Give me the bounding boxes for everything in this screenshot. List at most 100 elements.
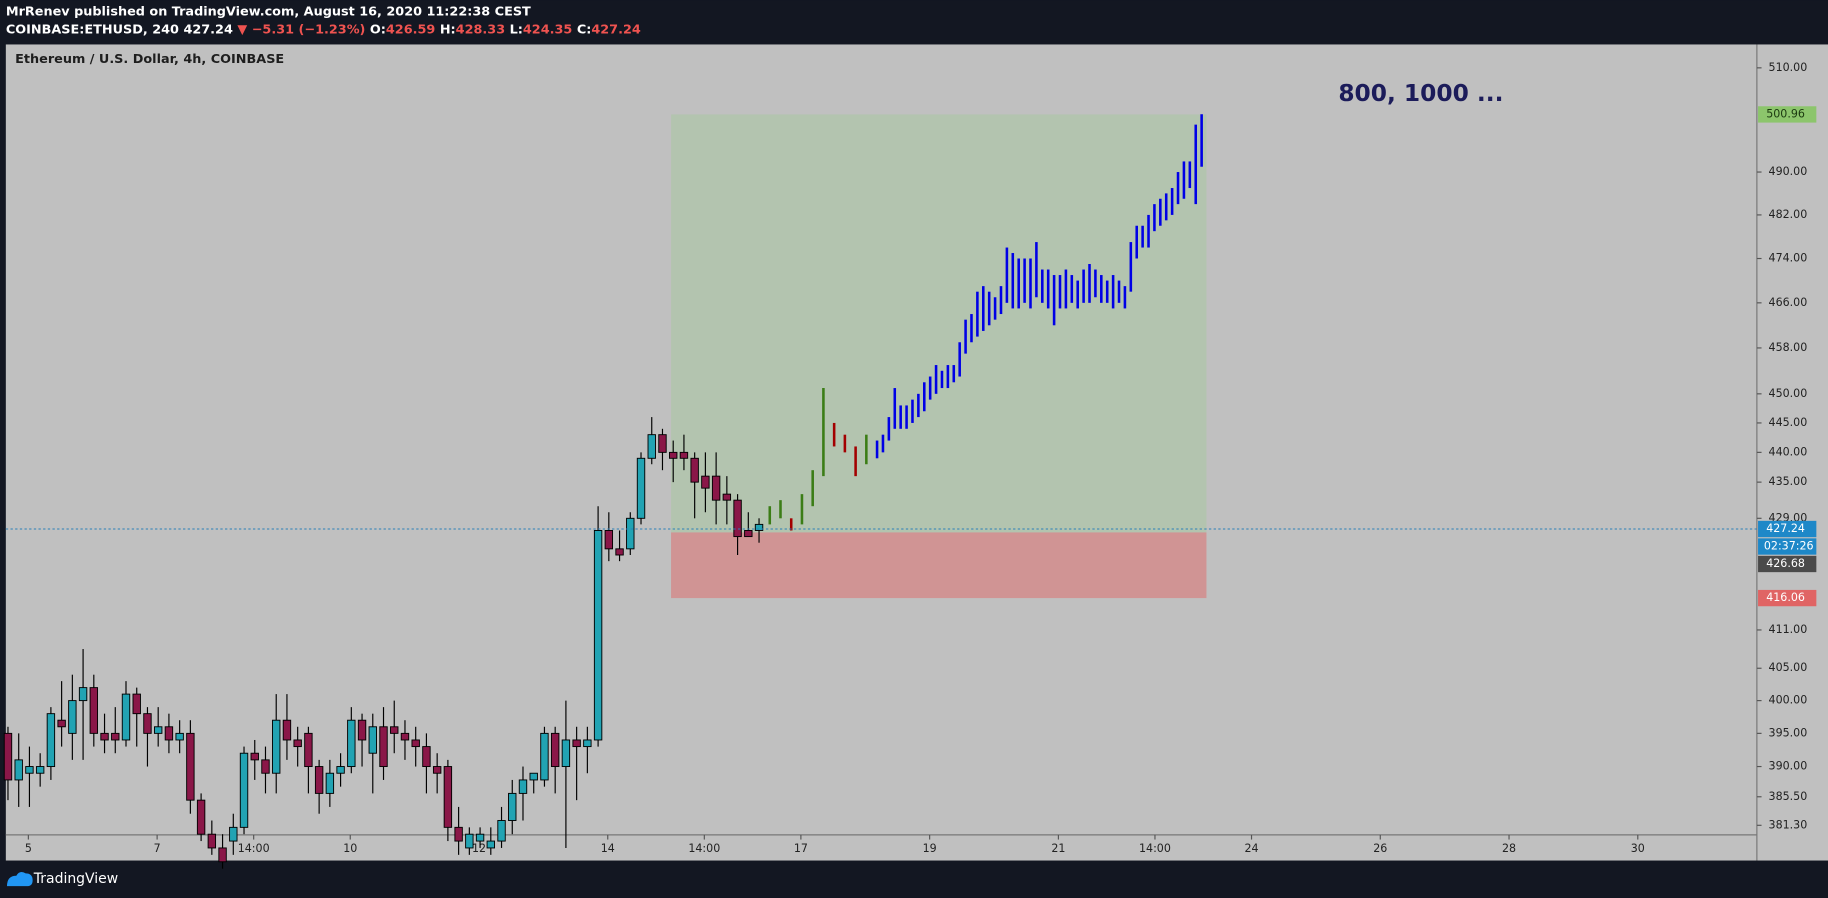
- candle-body: [626, 517, 635, 550]
- candle-body: [486, 840, 495, 849]
- candle-body: [540, 732, 549, 781]
- x-tick-label: 14:00: [1139, 842, 1171, 855]
- candle-body: [561, 739, 571, 768]
- logo: [6, 872, 33, 887]
- candle-body: [304, 732, 313, 768]
- candle-body: [465, 833, 474, 849]
- candle-body: [121, 693, 131, 741]
- candle-body: [400, 732, 410, 741]
- candle-body: [615, 548, 624, 556]
- candle-body: [239, 752, 249, 828]
- candle-body: [497, 820, 506, 842]
- y-tick-label: 390.00: [1769, 760, 1808, 773]
- countdown-bg: [1758, 538, 1817, 555]
- candle-body: [153, 726, 163, 734]
- candle-body: [669, 451, 678, 459]
- candle-body: [422, 746, 431, 768]
- candle-body: [443, 766, 453, 828]
- candle-body: [282, 719, 292, 741]
- h-label: H:: [440, 22, 456, 37]
- candle-body: [679, 451, 689, 459]
- o-label: O:: [370, 22, 386, 37]
- y-tick-label: 400.00: [1769, 694, 1808, 707]
- candle-body: [475, 833, 485, 842]
- candle-body: [186, 732, 195, 801]
- y-tick-label: 405.00: [1769, 661, 1808, 674]
- stop-label: 416.06: [1766, 591, 1805, 604]
- candle-body: [733, 499, 742, 538]
- candle-body: [89, 687, 99, 734]
- candle-body: [508, 792, 517, 821]
- y-tick-label: 435.00: [1769, 475, 1808, 488]
- candle-body: [529, 772, 538, 781]
- candle-body: [143, 713, 152, 734]
- y-tick-label: 381.30: [1769, 818, 1808, 831]
- target-label-bg: [1758, 106, 1817, 123]
- countdown: 02:37:26: [1764, 540, 1814, 553]
- candle-body: [593, 530, 603, 741]
- candle-body: [379, 726, 388, 768]
- y-tick-label: 445.00: [1769, 416, 1808, 429]
- target-zone: [671, 114, 1207, 533]
- candle-body: [3, 732, 13, 781]
- candle-body: [132, 693, 141, 715]
- candle-body: [111, 732, 120, 741]
- candle-body: [325, 772, 335, 794]
- c-value: 427.24: [591, 22, 641, 37]
- current-label-bg: [1758, 520, 1817, 538]
- arrow: ▼: [237, 22, 247, 37]
- candle-body: [25, 766, 34, 774]
- x-tick-label: 7: [154, 842, 161, 855]
- candle-body: [164, 726, 174, 741]
- candle-body: [550, 732, 560, 768]
- x-tick-label: 24: [1244, 842, 1258, 855]
- y-tick-label: 395.00: [1769, 726, 1808, 739]
- candle-body: [572, 739, 581, 748]
- candle-body: [701, 475, 710, 489]
- candle-body: [432, 766, 442, 774]
- candle-body: [744, 530, 753, 538]
- candle-body: [690, 457, 699, 483]
- x-tick-label: 17: [794, 842, 808, 855]
- l-value: 424.35: [523, 22, 573, 37]
- candle-body: [604, 530, 614, 550]
- x-tick-label: 12: [472, 842, 486, 855]
- x-tick-label: 5: [25, 842, 32, 855]
- y-tick-label: 466.00: [1769, 296, 1808, 309]
- stop-zone: [671, 532, 1207, 599]
- x-tick-label: 10: [343, 842, 357, 855]
- x-tick-label: 30: [1631, 842, 1645, 855]
- y-tick-label: 450.00: [1769, 387, 1808, 400]
- brand: TradingView: [33, 871, 118, 887]
- l-label: L:: [510, 22, 523, 37]
- entry-label-bg: [1758, 555, 1817, 573]
- candle-body: [390, 726, 399, 734]
- candle-body: [293, 739, 302, 748]
- target-label: 500.96: [1766, 107, 1805, 120]
- y-tick-label: 385.50: [1769, 790, 1808, 803]
- author-line: MrRenev published on TradingView.com, Au…: [6, 4, 531, 19]
- candle-body: [347, 719, 356, 768]
- candle-body: [207, 833, 217, 849]
- c-label: C:: [577, 22, 592, 37]
- change: −5.31 (−1.23%): [252, 22, 366, 37]
- candle-body: [272, 719, 281, 774]
- candle-body: [722, 493, 732, 501]
- x-tick-label: 21: [1051, 842, 1065, 855]
- current-label: 427.24: [1766, 522, 1805, 535]
- ticker-line: COINBASE:ETHUSD, 240 427.24 ▼ −5.31 (−1.…: [6, 22, 641, 37]
- candle-body: [518, 779, 528, 794]
- candle-body: [35, 766, 45, 774]
- x-tick-label: 28: [1502, 842, 1516, 855]
- entry-label: 426.68: [1766, 557, 1805, 570]
- candle-body: [357, 719, 367, 741]
- candle-body: [754, 523, 764, 531]
- x-tick-label: 14: [601, 842, 615, 855]
- candle-body: [57, 719, 66, 728]
- stop-label-bg: [1758, 589, 1817, 607]
- y-tick-label: 458.00: [1769, 341, 1808, 354]
- candle-body: [636, 457, 646, 519]
- candle-body: [250, 752, 259, 761]
